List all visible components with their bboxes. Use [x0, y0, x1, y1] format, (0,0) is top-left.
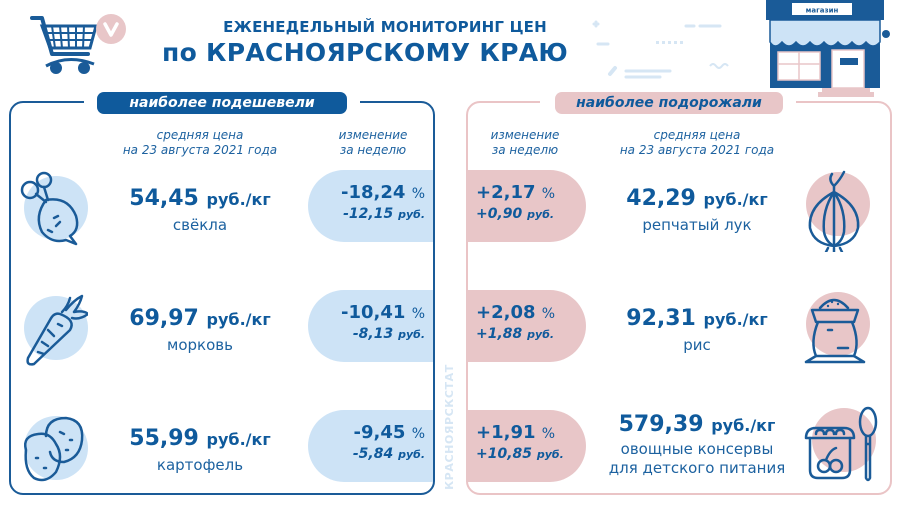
change-rub: +10,85: [476, 446, 533, 462]
left-change-header: изменение за неделю: [318, 128, 428, 158]
percent-sign: %: [541, 306, 556, 322]
header-line: за неделю: [339, 143, 407, 157]
item-price: 55,99 руб./кг: [129, 426, 271, 451]
item-name: репчатый лук: [642, 216, 752, 234]
change-rub: +0,90: [476, 206, 523, 222]
percent-sign: %: [541, 186, 556, 202]
rub-unit: руб.: [536, 448, 564, 461]
header-line: изменение: [490, 128, 560, 142]
item-name: картофель: [156, 456, 244, 474]
rub-unit: руб.: [398, 448, 425, 461]
change-badge: +1,91 % +10,85 руб.: [466, 410, 586, 482]
rub-unit: руб.: [527, 328, 555, 341]
potato-icon: [16, 410, 88, 482]
item-name-line-2: для детского питания: [608, 459, 786, 477]
rub-unit: руб.: [527, 208, 555, 221]
item-price-block: 54,45 руб./кг свёкла: [100, 186, 300, 235]
item-name: свёкла: [172, 216, 228, 234]
header-line: на 23 августа 2021 года: [619, 143, 775, 157]
change-rub: -8,13: [352, 326, 394, 342]
item-price-block: 55,99 руб./кг картофель: [100, 426, 300, 475]
checkmark-icon: [96, 14, 126, 44]
change-percent: +1,91: [476, 422, 536, 443]
change-badge: -9,45 % -5,84 руб.: [308, 410, 433, 482]
beet-icon: [16, 170, 88, 246]
change-badge: +2,08 % +1,88 руб.: [466, 290, 586, 362]
percent-sign: %: [541, 426, 556, 442]
header-line: средняя цена: [653, 128, 741, 142]
onion-icon: [798, 166, 870, 252]
store-front-icon: магазин: [762, 0, 900, 100]
shopping-cart-icon: [28, 14, 108, 76]
change-badge: +2,17 % +0,90 руб.: [466, 170, 586, 242]
item-price-block: 92,31 руб./кг рис: [597, 306, 797, 355]
right-change-header: изменение за неделю: [470, 128, 580, 158]
item-name: рис: [683, 336, 711, 354]
watermark: КРАСНОЯРСКСТАТ: [443, 364, 456, 490]
item-price-block: 69,97 руб./кг морковь: [100, 306, 300, 355]
decorative-lines: [590, 10, 760, 80]
change-rub: +1,88: [476, 326, 523, 342]
right-price-header: средняя цена на 23 августа 2021 года: [612, 128, 782, 158]
baby-food-jar-icon: [802, 404, 878, 482]
percent-sign: %: [411, 186, 425, 202]
item-price: 579,39 руб./кг: [618, 412, 776, 437]
item-name: морковь: [167, 336, 233, 354]
rub-unit: руб.: [398, 208, 425, 221]
header-line: средняя цена: [156, 128, 244, 142]
change-badge: -10,41 % -8,13 руб.: [308, 290, 433, 362]
change-badge: -18,24 % -12,15 руб.: [308, 170, 433, 242]
item-price: 54,45 руб./кг: [129, 186, 271, 211]
svg-text:магазин: магазин: [806, 7, 839, 15]
item-price: 92,31 руб./кг: [626, 306, 768, 331]
change-percent: +2,17: [476, 182, 536, 203]
header-line: за неделю: [491, 143, 559, 157]
item-name: овощные консервы: [620, 440, 774, 458]
carrot-icon: [16, 290, 88, 366]
change-rub: -5,84: [352, 446, 394, 462]
pricier-panel-title: наиболее подорожали: [555, 92, 783, 114]
percent-sign: %: [411, 306, 425, 322]
change-percent: -9,45: [353, 422, 406, 443]
page-title-line-1: ЕЖЕНЕДЕЛЬНЫЙ МОНИТОРИНГ ЦЕН: [223, 18, 547, 36]
change-percent: -18,24: [341, 182, 406, 203]
header-line: на 23 августа 2021 года: [122, 143, 278, 157]
cheaper-panel-title: наиболее подешевели: [97, 92, 347, 114]
change-percent: +2,08: [476, 302, 536, 323]
rub-unit: руб.: [398, 328, 425, 341]
rice-sack-icon: [798, 286, 870, 364]
item-price-block: 42,29 руб./кг репчатый лук: [597, 186, 797, 235]
left-price-header: средняя цена на 23 августа 2021 года: [115, 128, 285, 158]
header-line: изменение: [338, 128, 408, 142]
change-rub: -12,15: [343, 206, 394, 222]
change-percent: -10,41: [341, 302, 406, 323]
item-price-block: 579,39 руб./кг овощные консервы для детс…: [597, 412, 797, 478]
percent-sign: %: [411, 426, 425, 442]
item-price: 42,29 руб./кг: [626, 186, 768, 211]
item-price: 69,97 руб./кг: [129, 306, 271, 331]
page-title-line-2: по КРАСНОЯРСКОМУ КРАЮ: [162, 38, 568, 67]
